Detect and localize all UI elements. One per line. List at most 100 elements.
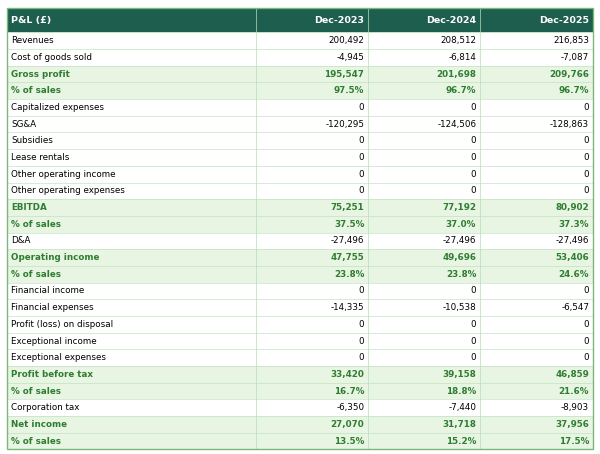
Text: -27,496: -27,496 <box>443 237 476 246</box>
Text: 0: 0 <box>584 353 589 362</box>
Text: % of sales: % of sales <box>11 437 61 446</box>
Text: Cost of goods sold: Cost of goods sold <box>11 53 92 62</box>
Text: D&A: D&A <box>11 237 31 246</box>
Text: % of sales: % of sales <box>11 220 61 229</box>
Text: P&L (£): P&L (£) <box>11 16 52 25</box>
Bar <box>7 283 593 299</box>
Text: % of sales: % of sales <box>11 86 61 95</box>
Text: 0: 0 <box>470 153 476 162</box>
Text: 53,406: 53,406 <box>556 253 589 262</box>
Text: 0: 0 <box>584 153 589 162</box>
Text: 97.5%: 97.5% <box>334 86 364 95</box>
Text: Revenues: Revenues <box>11 36 54 45</box>
Text: Profit before tax: Profit before tax <box>11 370 94 379</box>
Text: -7,440: -7,440 <box>448 403 476 412</box>
Text: 16.7%: 16.7% <box>334 386 364 395</box>
Bar <box>7 416 593 433</box>
Text: 0: 0 <box>359 353 364 362</box>
Bar <box>7 183 593 199</box>
Bar <box>7 433 593 449</box>
Text: 0: 0 <box>584 336 589 345</box>
Text: 96.7%: 96.7% <box>446 86 476 95</box>
Text: -128,863: -128,863 <box>550 119 589 128</box>
Text: SG&A: SG&A <box>11 119 37 128</box>
Text: Corporation tax: Corporation tax <box>11 403 80 412</box>
Text: 0: 0 <box>584 320 589 329</box>
Text: -27,496: -27,496 <box>556 237 589 246</box>
Text: 33,420: 33,420 <box>331 370 364 379</box>
Bar <box>7 216 593 232</box>
Text: Financial expenses: Financial expenses <box>11 303 94 312</box>
Bar <box>7 149 593 166</box>
Text: 27,070: 27,070 <box>331 420 364 429</box>
Bar <box>7 32 593 49</box>
Text: 21.6%: 21.6% <box>559 386 589 395</box>
Text: 0: 0 <box>584 286 589 296</box>
Text: 47,755: 47,755 <box>331 253 364 262</box>
Bar <box>7 350 593 366</box>
Bar <box>7 66 593 83</box>
Bar <box>7 199 593 216</box>
Text: 18.8%: 18.8% <box>446 386 476 395</box>
Text: Dec-2025: Dec-2025 <box>539 16 589 25</box>
Bar <box>7 49 593 66</box>
Text: 0: 0 <box>359 136 364 145</box>
Text: 23.8%: 23.8% <box>334 270 364 279</box>
Text: 31,718: 31,718 <box>442 420 476 429</box>
Text: 0: 0 <box>359 153 364 162</box>
Text: 216,853: 216,853 <box>553 36 589 45</box>
Text: 13.5%: 13.5% <box>334 437 364 446</box>
Bar <box>7 83 593 99</box>
Text: 0: 0 <box>584 170 589 179</box>
Bar <box>7 299 593 316</box>
Text: Profit (loss) on disposal: Profit (loss) on disposal <box>11 320 113 329</box>
Text: 37.0%: 37.0% <box>446 220 476 229</box>
Text: Financial income: Financial income <box>11 286 85 296</box>
Text: -6,547: -6,547 <box>561 303 589 312</box>
Text: -7,087: -7,087 <box>561 53 589 62</box>
Text: Capitalized expenses: Capitalized expenses <box>11 103 104 112</box>
Text: 208,512: 208,512 <box>440 36 476 45</box>
Text: -6,350: -6,350 <box>336 403 364 412</box>
Text: 0: 0 <box>470 103 476 112</box>
Text: Subsidies: Subsidies <box>11 136 53 145</box>
Text: 209,766: 209,766 <box>549 69 589 79</box>
Text: Lease rentals: Lease rentals <box>11 153 70 162</box>
Text: Dec-2024: Dec-2024 <box>426 16 476 25</box>
Text: 0: 0 <box>584 136 589 145</box>
Text: 24.6%: 24.6% <box>559 270 589 279</box>
Text: 0: 0 <box>470 320 476 329</box>
Text: % of sales: % of sales <box>11 386 61 395</box>
Text: 37,956: 37,956 <box>556 420 589 429</box>
Text: 96.7%: 96.7% <box>559 86 589 95</box>
Bar <box>7 166 593 183</box>
Text: % of sales: % of sales <box>11 270 61 279</box>
Bar <box>7 116 593 133</box>
Text: -27,496: -27,496 <box>331 237 364 246</box>
Text: 17.5%: 17.5% <box>559 437 589 446</box>
Bar <box>7 333 593 350</box>
Text: -4,945: -4,945 <box>337 53 364 62</box>
Text: 37.5%: 37.5% <box>334 220 364 229</box>
Text: 195,547: 195,547 <box>325 69 364 79</box>
Text: 23.8%: 23.8% <box>446 270 476 279</box>
Text: 0: 0 <box>584 103 589 112</box>
Text: 0: 0 <box>470 136 476 145</box>
Text: 0: 0 <box>584 186 589 195</box>
Text: Other operating income: Other operating income <box>11 170 116 179</box>
Text: Dec-2023: Dec-2023 <box>314 16 364 25</box>
Bar <box>7 8 593 32</box>
Text: -8,903: -8,903 <box>561 403 589 412</box>
Bar <box>7 133 593 149</box>
Text: 80,902: 80,902 <box>556 203 589 212</box>
Text: 200,492: 200,492 <box>328 36 364 45</box>
Bar <box>7 400 593 416</box>
Text: -124,506: -124,506 <box>437 119 476 128</box>
Text: Other operating expenses: Other operating expenses <box>11 186 125 195</box>
Bar <box>7 316 593 333</box>
Text: 0: 0 <box>359 286 364 296</box>
Text: 0: 0 <box>359 170 364 179</box>
Text: Exceptional expenses: Exceptional expenses <box>11 353 106 362</box>
Text: Exceptional income: Exceptional income <box>11 336 97 345</box>
Text: 15.2%: 15.2% <box>446 437 476 446</box>
